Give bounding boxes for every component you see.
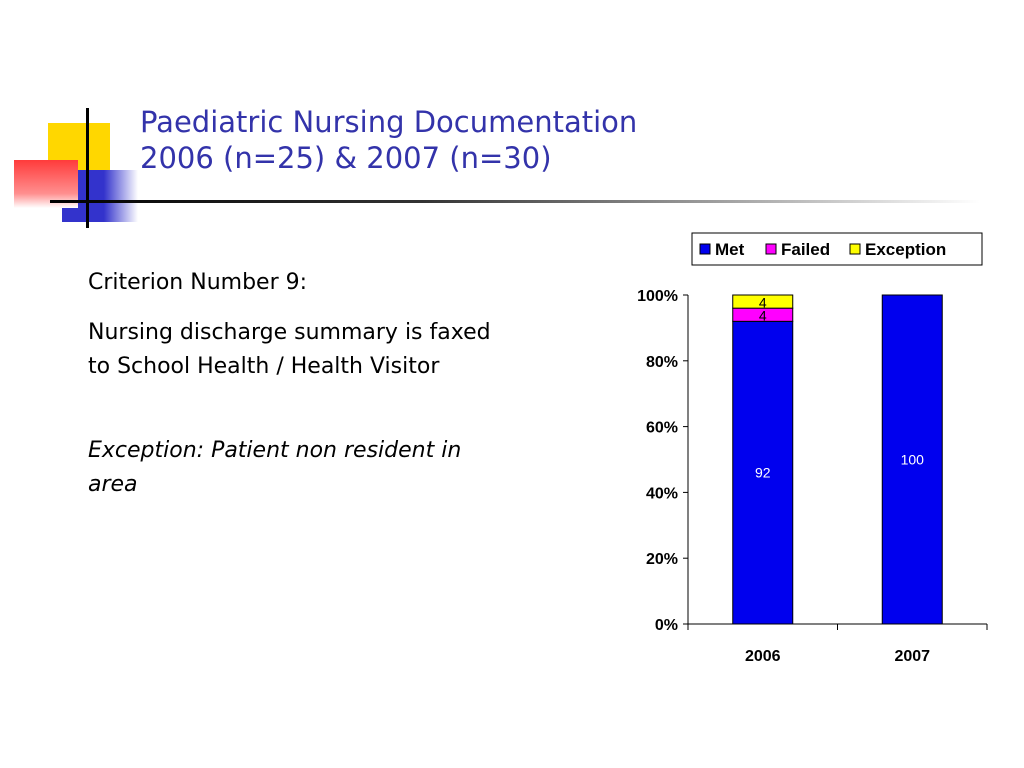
bar-met-2007 (881, 294, 943, 625)
y-tick-label: 0% (655, 617, 678, 634)
y-tick-label: 80% (646, 354, 678, 371)
legend-label-exception: Exception (865, 240, 946, 259)
y-tick-label: 100% (637, 288, 678, 305)
title-line-2: 2006 (n=25) & 2007 (n=30) (140, 141, 552, 175)
decor-vertical-line (86, 108, 89, 228)
bar-exception-2006 (732, 294, 794, 309)
legend-label-failed: Failed (781, 240, 830, 259)
x-tick-label: 2007 (894, 648, 930, 665)
data-label-met-2007: 100 (901, 452, 925, 468)
exception-text: Exception: Patient non resident in area (88, 438, 462, 497)
bar-met-2006 (732, 320, 794, 625)
legend-box (691, 232, 983, 266)
legend-swatch-failed (765, 243, 777, 255)
legend-swatch-exception (849, 243, 861, 255)
legend-swatch-met (699, 243, 711, 255)
legend-label-met: Met (715, 240, 745, 259)
data-label-failed-2006: 4 (759, 308, 767, 324)
criterion-text: Criterion Number 9: (88, 270, 308, 295)
y-tick-label: 20% (646, 551, 678, 568)
data-label-met-2006: 92 (755, 465, 771, 481)
title-line-1: Paediatric Nursing Documentation (140, 105, 638, 139)
title-rule (50, 200, 980, 203)
slide-title: Paediatric Nursing Documentation 2006 (n… (140, 104, 637, 176)
stacked-bar-chart: Met Failed Exception 0% 20% 40% 60% 80% 100% 92 44… (637, 232, 988, 665)
y-tick-label: 40% (646, 485, 678, 502)
y-tick-label: 60% (646, 420, 678, 437)
x-tick-label: 2006 (745, 648, 781, 665)
data-label-exception-2006: 4 (759, 295, 767, 311)
description-text: Nursing discharge summary is faxed to Sc… (88, 320, 491, 379)
slide-body: Criterion Number 9: Nursing discharge su… (88, 266, 508, 518)
